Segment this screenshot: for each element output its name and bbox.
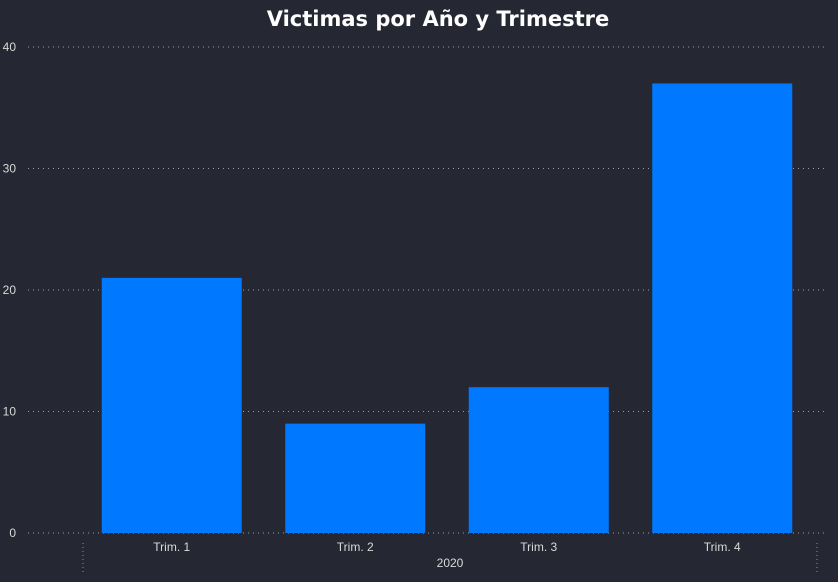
- x-tick-label: Trim. 2: [337, 540, 374, 554]
- bar[interactable]: [285, 423, 426, 533]
- x-tick-label: Trim. 1: [153, 540, 190, 554]
- x-tick-label: Trim. 4: [704, 540, 741, 554]
- x-group-label: 2020: [437, 556, 464, 570]
- y-tick-label: 0: [9, 526, 16, 540]
- gridlines: [28, 46, 828, 534]
- bar[interactable]: [468, 387, 609, 533]
- bar[interactable]: [652, 83, 793, 533]
- x-axis-ticks: Trim. 1 Trim. 2 Trim. 3 Trim. 4: [153, 540, 741, 554]
- bar[interactable]: [101, 277, 242, 533]
- y-tick-label: 20: [3, 283, 17, 297]
- chart-title: Victimas por Año y Trimestre: [267, 7, 610, 31]
- y-tick-label: 30: [3, 162, 17, 176]
- x-tick-label: Trim. 3: [520, 540, 557, 554]
- y-tick-label: 40: [3, 40, 17, 54]
- bars: [101, 83, 793, 533]
- y-axis-ticks: 0 10 20 30 40: [3, 40, 17, 540]
- y-tick-label: 10: [3, 405, 17, 419]
